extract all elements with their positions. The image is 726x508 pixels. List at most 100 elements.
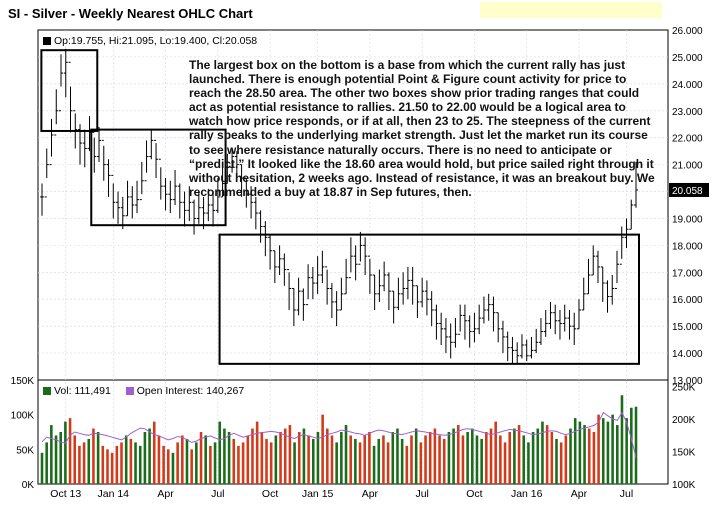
volume-bar bbox=[316, 432, 320, 484]
volume-bar bbox=[101, 445, 105, 484]
volume-bar bbox=[485, 432, 488, 484]
volume-bar bbox=[433, 428, 437, 484]
volume-bar bbox=[461, 435, 465, 484]
volume-bar bbox=[185, 438, 189, 484]
volume-bar bbox=[78, 445, 81, 484]
chart-title: SI - Silver - Weekly Nearest OHLC Chart bbox=[8, 6, 253, 21]
volume-bar bbox=[522, 435, 526, 484]
price-tick-label: 26.000 bbox=[672, 26, 703, 37]
price-tick-label: 23.000 bbox=[672, 107, 703, 118]
volume-bar bbox=[414, 428, 418, 484]
volume-bar bbox=[265, 438, 268, 484]
volume-bar bbox=[195, 442, 198, 484]
price-tick-label: 17.000 bbox=[672, 268, 703, 279]
volume-bar bbox=[368, 432, 371, 484]
volume-bar bbox=[204, 435, 207, 484]
volume-bar bbox=[587, 428, 591, 484]
volume-bar bbox=[517, 425, 521, 484]
volume-bar bbox=[279, 432, 282, 484]
last-price-box bbox=[669, 182, 709, 197]
volume-bar bbox=[148, 428, 151, 484]
volume-bar bbox=[40, 452, 44, 484]
volume-bar bbox=[209, 445, 212, 484]
volume-bar bbox=[475, 435, 479, 484]
volume-bar bbox=[73, 435, 77, 484]
volume-bar bbox=[335, 442, 338, 484]
volume-bar bbox=[583, 425, 586, 484]
volume-bar bbox=[307, 435, 310, 484]
volume-bar bbox=[68, 418, 72, 484]
volume-bar bbox=[166, 449, 170, 484]
volume-bar bbox=[625, 418, 628, 484]
price-tick-label: 13.000 bbox=[672, 376, 703, 387]
volume-bar bbox=[297, 432, 301, 484]
volume-bar bbox=[223, 428, 226, 484]
volume-bar bbox=[54, 435, 58, 484]
volume-bar bbox=[218, 421, 222, 484]
x-tick-label: Oct bbox=[466, 488, 482, 500]
volume-bar bbox=[227, 432, 231, 484]
volume-tick-label: 100K bbox=[11, 411, 35, 422]
volume-bar bbox=[157, 435, 161, 484]
volume-panel-frame bbox=[37, 379, 669, 485]
volume-bar bbox=[288, 425, 292, 484]
volume-bar bbox=[550, 432, 554, 484]
x-tick-label: Apr bbox=[157, 488, 174, 500]
volume-bar bbox=[199, 432, 203, 484]
oi-legend-text: Open Interest: 140,267 bbox=[136, 385, 245, 397]
volume-bar bbox=[171, 452, 175, 484]
volume-bar bbox=[64, 421, 67, 484]
volume-bar bbox=[181, 435, 184, 484]
volume-bar bbox=[82, 442, 86, 484]
volume-bar bbox=[110, 452, 114, 484]
volume-bar bbox=[241, 442, 245, 484]
volume-bar bbox=[176, 442, 179, 484]
volume-bar bbox=[489, 428, 493, 484]
x-tick-label: Jul bbox=[620, 488, 633, 500]
volume-bar bbox=[541, 421, 544, 484]
volume-bar bbox=[592, 432, 596, 484]
volume-bar bbox=[503, 442, 507, 484]
volume-bar bbox=[251, 428, 254, 484]
volume-bar bbox=[513, 428, 516, 484]
volume-bar bbox=[354, 438, 357, 484]
volume-bar bbox=[606, 421, 610, 484]
volume-bar bbox=[138, 445, 142, 484]
volume-legend-text: Vol: 111,491 bbox=[54, 385, 111, 397]
volume-bar bbox=[92, 428, 95, 484]
volume-bar bbox=[536, 428, 540, 484]
oi-legend-swatch bbox=[125, 387, 134, 395]
volume-bar bbox=[447, 432, 451, 484]
price-tick-label: 15.000 bbox=[672, 322, 703, 333]
volume-bar bbox=[372, 445, 376, 484]
price-legend: Op:19.755, Hi:21.095, Lo:19.400, Cl:20.0… bbox=[43, 35, 257, 47]
volume-bar bbox=[573, 418, 577, 484]
volume-legend: Vol: 111,491 Open Interest: 140,267 bbox=[43, 385, 244, 397]
volume-bar bbox=[499, 435, 502, 484]
volume-bar bbox=[545, 425, 549, 484]
base-box-large bbox=[218, 233, 641, 365]
volume-bar bbox=[344, 425, 348, 484]
volume-bar bbox=[293, 442, 296, 484]
volume-bar bbox=[616, 425, 619, 484]
price-tick-label: 16.000 bbox=[672, 295, 703, 306]
volume-bar bbox=[50, 425, 53, 484]
oi-tick-label: 250K bbox=[672, 383, 696, 394]
volume-bar bbox=[424, 435, 427, 484]
price-tick-label: 24.000 bbox=[672, 80, 703, 91]
volume-bar bbox=[410, 435, 413, 484]
header-highlight-box bbox=[480, 2, 662, 18]
volume-bar bbox=[559, 442, 563, 484]
volume-tick-label: 0K bbox=[22, 480, 35, 491]
volume-bar bbox=[260, 432, 264, 484]
volume-bar bbox=[508, 432, 512, 484]
volume-bar bbox=[456, 425, 460, 484]
oi-tick-label: 200K bbox=[672, 415, 696, 426]
volume-bar bbox=[480, 438, 483, 484]
volume-bar bbox=[438, 435, 441, 484]
price-legend-text: Op:19.755, Hi:21.095, Lo:19.400, Cl:20.0… bbox=[54, 35, 258, 47]
volume-bar bbox=[246, 435, 250, 484]
volume-bar bbox=[620, 395, 624, 484]
volume-bar bbox=[349, 435, 352, 484]
